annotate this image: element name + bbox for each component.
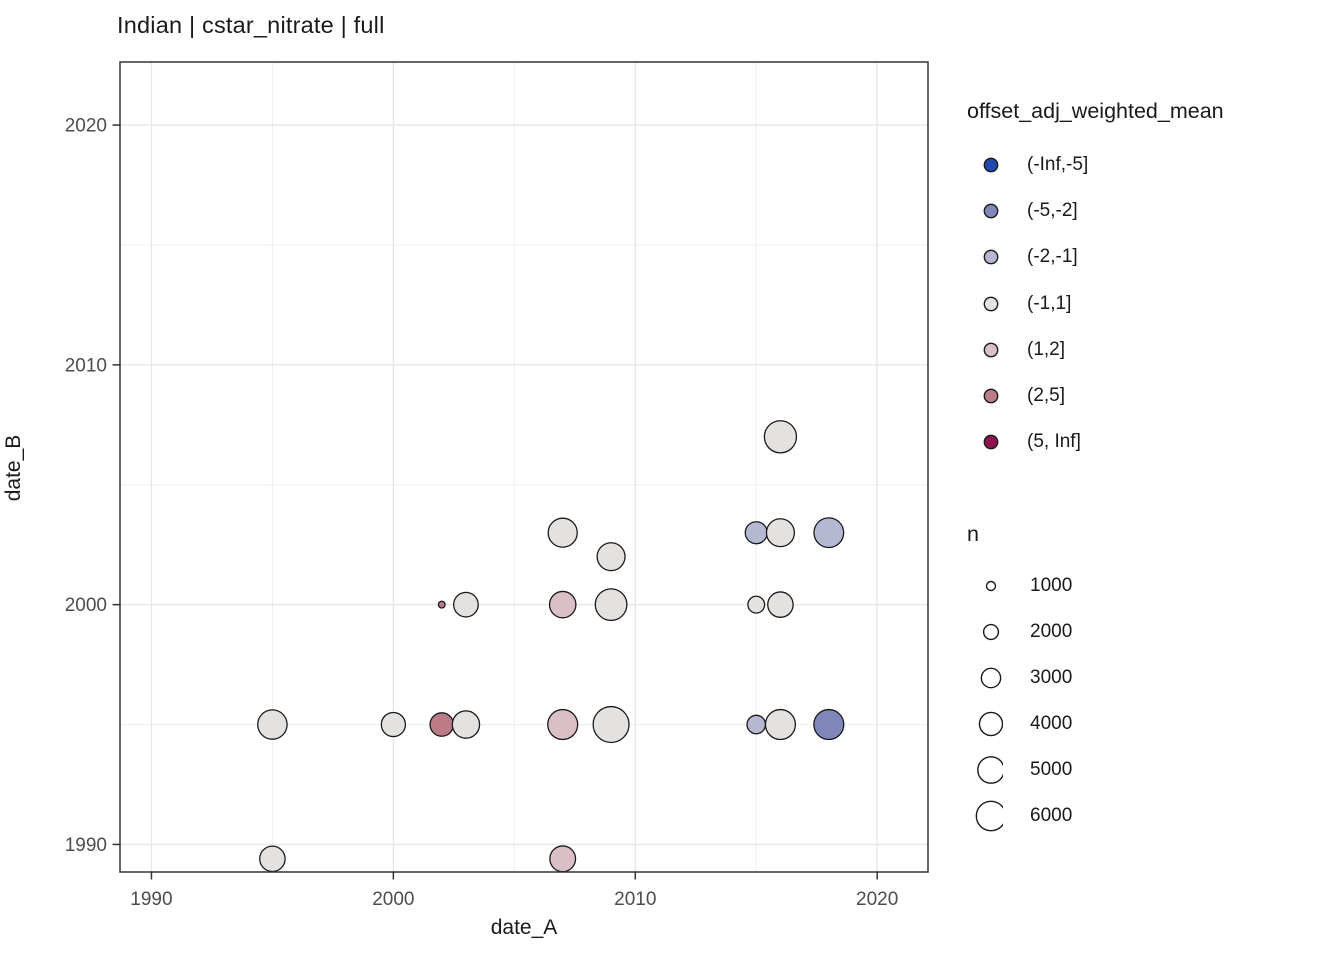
y-axis-title: date_B bbox=[2, 434, 25, 502]
size-legend-key-icon bbox=[985, 580, 997, 592]
x-tick-label-2000: 2000 bbox=[372, 889, 414, 910]
size-legend-label: 3000 bbox=[1030, 667, 1073, 688]
data-point bbox=[765, 518, 796, 548]
size-legend-item: 5000 bbox=[967, 747, 1072, 793]
color-legend: offset_adj_weighted_mean (-Inf,-5] (-5,-2… bbox=[967, 99, 1224, 465]
size-legend-label: 5000 bbox=[1030, 759, 1073, 780]
y-tick-label-1990: 1990 bbox=[65, 835, 107, 856]
color-legend-key-icon bbox=[983, 342, 999, 358]
y-tick-label-2020: 2020 bbox=[65, 116, 107, 137]
data-point bbox=[813, 517, 845, 549]
size-legend-key-icon bbox=[978, 711, 1003, 737]
chart-title: Indian | cstar_nitrate | full bbox=[117, 12, 385, 38]
size-legend-item: 1000 bbox=[967, 563, 1072, 609]
x-axis-title: date_A bbox=[490, 916, 558, 939]
data-point bbox=[746, 714, 767, 735]
color-legend-key-icon bbox=[983, 157, 999, 173]
data-point bbox=[257, 709, 288, 740]
y-tick-label-2000: 2000 bbox=[65, 595, 107, 616]
data-point bbox=[592, 705, 630, 744]
data-point bbox=[380, 711, 407, 738]
color-legend-label: (-2,-1] bbox=[1027, 246, 1078, 268]
data-point bbox=[747, 595, 766, 614]
color-legend-key-icon bbox=[983, 203, 999, 219]
size-legend-item: 3000 bbox=[967, 655, 1072, 701]
data-point bbox=[429, 712, 455, 737]
x-tick-label-2010: 2010 bbox=[614, 889, 656, 910]
x-tick-label-2020: 2020 bbox=[856, 889, 898, 910]
color-legend-item: (5, Inf] bbox=[967, 419, 1224, 465]
data-point bbox=[453, 591, 479, 618]
data-point bbox=[547, 708, 579, 741]
color-legend-label: (-5,-2] bbox=[1027, 200, 1078, 222]
data-point bbox=[594, 588, 628, 622]
color-legend-item: (-5,-2] bbox=[967, 188, 1224, 234]
size-legend-label: 2000 bbox=[1030, 621, 1073, 642]
color-legend-item: (-1,1] bbox=[967, 281, 1224, 327]
color-legend-item: (-Inf,-5] bbox=[967, 142, 1224, 188]
color-legend-title: offset_adj_weighted_mean bbox=[967, 99, 1224, 123]
y-tick-label-2010: 2010 bbox=[65, 355, 107, 376]
data-point bbox=[763, 420, 798, 454]
size-legend-label: 6000 bbox=[1030, 805, 1073, 826]
data-point bbox=[596, 542, 626, 572]
data-point bbox=[549, 845, 577, 873]
color-legend-label: (1,2] bbox=[1027, 338, 1066, 360]
data-point bbox=[259, 845, 286, 873]
size-legend-item: 2000 bbox=[967, 609, 1072, 655]
size-legend-title: n bbox=[967, 522, 979, 546]
data-point bbox=[547, 517, 578, 548]
size-legend-key-icon bbox=[980, 667, 1002, 689]
data-point bbox=[437, 600, 446, 609]
data-point bbox=[764, 708, 797, 741]
panel-border bbox=[119, 61, 929, 873]
size-legend-label: 4000 bbox=[1030, 713, 1073, 734]
color-legend-item: (-2,-1] bbox=[967, 234, 1224, 280]
size-legend-key-icon bbox=[982, 623, 1000, 641]
color-legend-label: (2,5] bbox=[1027, 385, 1066, 407]
color-legend-key-icon bbox=[983, 434, 999, 450]
data-point bbox=[813, 708, 845, 741]
size-legend-key-icon bbox=[975, 800, 1003, 832]
color-legend-key-icon bbox=[983, 388, 999, 404]
x-tick-label-1990: 1990 bbox=[130, 889, 172, 910]
color-legend-label: (-1,1] bbox=[1027, 292, 1072, 314]
color-legend-key-icon bbox=[983, 296, 999, 312]
color-legend-label: (-Inf,-5] bbox=[1027, 154, 1089, 176]
color-legend-key-icon bbox=[983, 250, 999, 265]
size-legend-item: 6000 bbox=[967, 793, 1072, 839]
size-legend-label: 1000 bbox=[1030, 575, 1073, 596]
size-legend-item: 4000 bbox=[967, 701, 1072, 747]
data-point bbox=[451, 710, 481, 739]
color-legend-item: (2,5] bbox=[967, 373, 1224, 419]
size-legend-items: 1000 2000 3000 4000 5000 6000 bbox=[967, 563, 1072, 839]
data-point bbox=[548, 590, 577, 619]
color-legend-items: (-Inf,-5] (-5,-2] (-2,-1] (-1,1] (1,2] (2,5] (… bbox=[967, 142, 1224, 465]
data-point bbox=[767, 591, 794, 618]
color-legend-label: (5, Inf] bbox=[1027, 431, 1081, 453]
color-legend-item: (1,2] bbox=[967, 327, 1224, 373]
size-legend: n 1000 2000 3000 4000 5000 6000 bbox=[967, 522, 1072, 839]
data-point bbox=[744, 521, 768, 545]
size-legend-key-icon bbox=[977, 756, 1003, 784]
panel-background bbox=[120, 62, 928, 872]
